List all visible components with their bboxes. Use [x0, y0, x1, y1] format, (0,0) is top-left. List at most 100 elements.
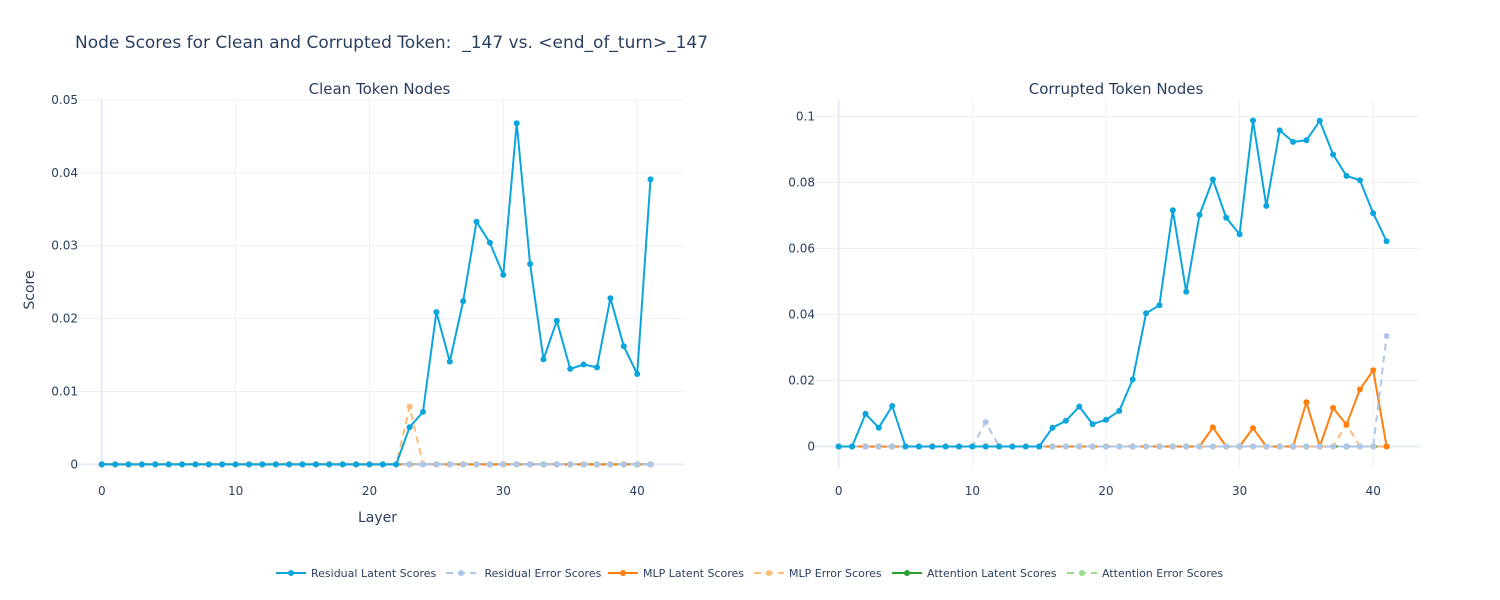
data-point	[982, 443, 989, 450]
x-tick-label: 40	[630, 484, 645, 498]
data-point	[486, 239, 493, 246]
data-point	[1276, 127, 1283, 134]
data-point	[1250, 425, 1256, 432]
data-point	[1276, 443, 1283, 450]
data-point	[1343, 421, 1350, 428]
data-point	[902, 443, 909, 450]
data-point	[567, 461, 574, 468]
legend-label: Residual Error Scores	[481, 567, 602, 580]
data-point	[1209, 176, 1216, 183]
data-point	[875, 424, 882, 431]
series-line	[101, 122, 652, 466]
data-point	[460, 298, 467, 305]
data-point	[647, 461, 654, 468]
data-point	[1290, 443, 1297, 450]
data-point	[259, 461, 266, 468]
data-point	[1129, 376, 1136, 383]
data-point	[1290, 138, 1297, 145]
data-point	[1156, 302, 1163, 309]
data-point	[473, 461, 480, 468]
data-point	[446, 461, 453, 468]
data-point	[1263, 202, 1270, 209]
data-point	[1183, 443, 1190, 450]
data-point	[527, 261, 534, 267]
data-point	[125, 461, 132, 468]
data-point	[219, 461, 226, 468]
legend-swatch-marker	[904, 570, 910, 576]
data-point	[1196, 443, 1203, 450]
data-point	[835, 443, 842, 450]
data-point	[982, 419, 989, 426]
data-point	[1303, 443, 1310, 450]
data-point	[915, 443, 922, 450]
data-point	[1196, 211, 1203, 218]
data-point	[1209, 443, 1216, 450]
data-point	[353, 461, 360, 468]
data-point	[1316, 117, 1323, 124]
data-point	[1316, 443, 1323, 450]
data-point	[1089, 421, 1096, 428]
data-point	[862, 443, 869, 450]
legend-label: MLP Latent Scores	[643, 567, 744, 580]
data-point	[513, 461, 520, 468]
data-point	[1223, 443, 1230, 450]
data-point	[339, 461, 346, 468]
legend: Residual Latent Scores Residual Error Sc…	[276, 567, 1223, 580]
data-point	[849, 443, 856, 450]
data-point	[1303, 399, 1310, 406]
y-axis-label: Score	[22, 270, 38, 309]
data-point	[594, 461, 600, 468]
data-point	[1049, 443, 1056, 450]
y-tick-label: 0.02	[788, 374, 815, 388]
data-point	[553, 317, 560, 324]
data-point	[1009, 443, 1016, 450]
data-point	[112, 461, 119, 468]
data-point	[969, 443, 976, 450]
data-point	[420, 461, 426, 468]
legend-label: Attention Error Scores	[1102, 567, 1223, 580]
y-tick-label: 0.06	[788, 242, 815, 256]
series-line	[101, 405, 651, 466]
legend-item: Attention Error Scores	[1067, 567, 1223, 580]
series-residual-latent-scores	[835, 117, 1390, 450]
series-line	[838, 369, 1388, 448]
data-point	[299, 461, 306, 468]
x-tick-label: 0	[98, 484, 106, 498]
data-point	[956, 443, 962, 450]
data-point	[1356, 443, 1363, 450]
data-point	[1250, 117, 1256, 124]
data-point	[1343, 172, 1350, 179]
y-tick-label: 0.02	[51, 312, 78, 326]
legend-swatch-marker	[620, 570, 626, 576]
data-point	[567, 365, 574, 372]
data-point	[1022, 443, 1029, 450]
legend-label: Attention Latent Scores	[927, 567, 1057, 580]
data-point	[433, 309, 440, 316]
legend-item: Residual Error Scores	[446, 567, 602, 580]
data-point	[1370, 443, 1377, 450]
data-point	[607, 461, 614, 468]
legend-label: Residual Latent Scores	[311, 567, 436, 580]
data-point	[1263, 443, 1270, 450]
y-tick-label: 0	[807, 440, 815, 454]
panel-clean: Clean Token Nodes 0 0.01 0.02 0.03 0.04 0.05 0 1…	[22, 80, 684, 526]
data-point	[1236, 231, 1243, 238]
data-point	[192, 461, 199, 468]
series-mlp-latent-scores	[835, 367, 1390, 450]
y-tick-label: 0.04	[788, 308, 815, 322]
data-point	[152, 461, 159, 468]
data-point	[513, 120, 520, 127]
series-line	[838, 335, 1388, 448]
data-point	[647, 176, 654, 183]
data-point	[607, 295, 614, 302]
data-point	[1236, 443, 1243, 450]
data-point	[312, 461, 319, 468]
legend-label: MLP Error Scores	[789, 567, 882, 580]
legend-swatch-marker	[458, 570, 464, 576]
legend-swatch-marker	[288, 570, 294, 576]
data-point	[1062, 443, 1069, 450]
data-point	[1383, 238, 1390, 245]
data-point	[1383, 333, 1390, 339]
y-tick-label: 0	[70, 457, 78, 471]
